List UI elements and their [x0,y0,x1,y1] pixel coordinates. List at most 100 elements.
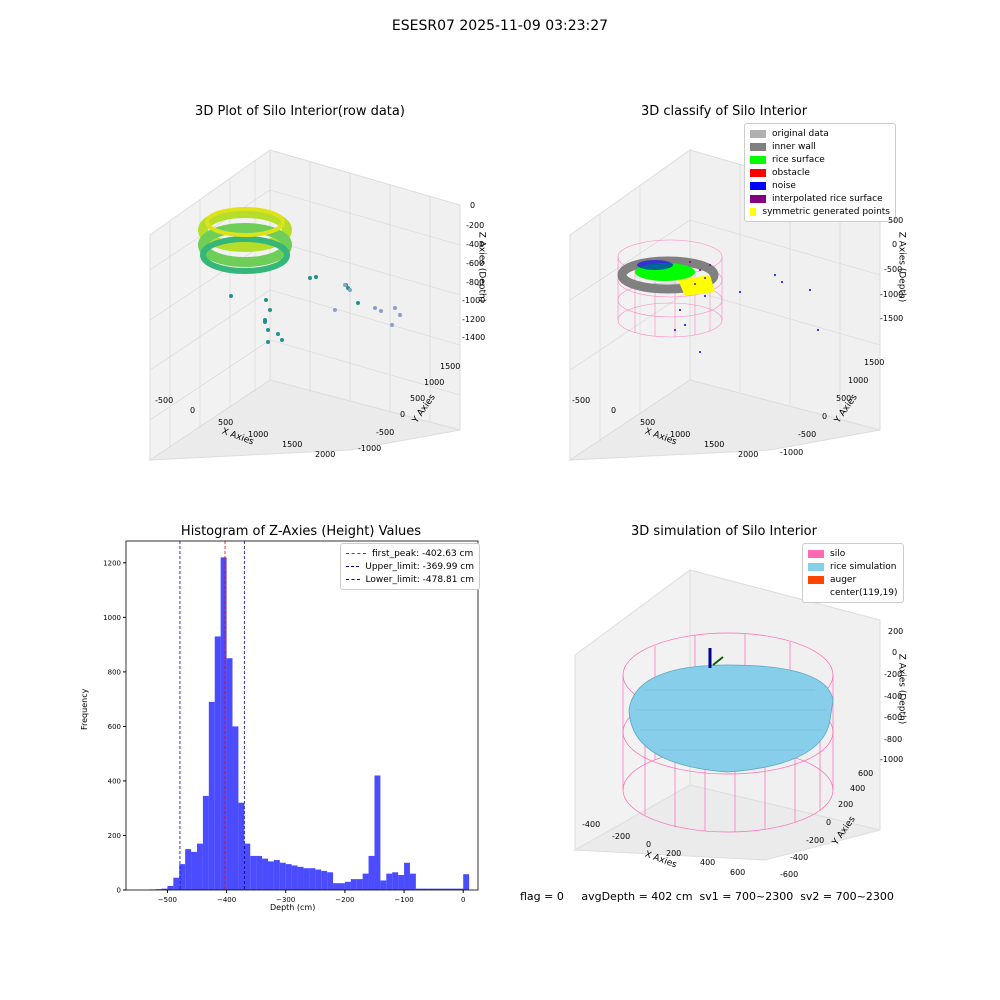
legend-entry: Upper_limit: -369.99 cm [346,560,474,573]
legend-label: auger [830,574,857,585]
panel2-legend: original data inner wall rice surface ob… [744,123,896,222]
legend-entry: first_peak: -402.63 cm [346,547,474,560]
panel4-xtick: 400 [700,858,716,867]
panel2-ytick: 1000 [848,376,869,385]
panel4-ztick: -800 [884,735,903,744]
panel1-ztick: -1200 [462,315,486,324]
histogram-title: Histogram of Z-Axies (Height) Values [180,524,422,539]
x-tick-label: −200 [335,896,354,904]
panel1-ytick: 1000 [424,378,445,387]
panel1-3d-scatter [148,149,461,461]
y-tick-label: 600 [108,723,121,731]
panel4-ytick: -600 [780,870,799,879]
legend-label: interpolated rice surface [772,193,883,204]
legend-swatch [808,588,824,597]
legend-label: silo [830,548,846,559]
histogram-bar [303,868,310,890]
legend-swatch [808,562,824,571]
histogram-bar [327,872,334,890]
legend-swatch [808,549,824,558]
legend-entry: symmetric generated points [750,205,890,218]
panel1-ztick: -600 [466,259,485,268]
panel1-xtick: 1000 [248,430,269,439]
histogram-bar [463,874,470,890]
histogram-bar [451,888,458,890]
panel2-ztick: -1000 [880,290,904,299]
panel1-ytick: -500 [376,428,395,437]
histogram-bar [344,881,351,890]
panel1-title: 3D Plot of Silo Interior(row data) [195,104,405,119]
legend-line [346,579,360,580]
histogram-bar [256,855,263,890]
legend-swatch [750,142,766,151]
panel1-ytick: 1500 [440,362,461,371]
panel1-ztick: -200 [466,221,485,230]
histogram-bar [398,875,405,890]
panel4-ytick: 400 [850,784,866,793]
histogram-bar [404,862,410,890]
legend-entry: auger [808,573,898,586]
legend-label: rice surface [772,154,825,165]
panel1-xtick: 1500 [282,440,303,449]
panel1-ztick: 0 [470,201,476,210]
histogram-bar [380,880,387,890]
panel4-legend: silo rice simulation auger center(119,19… [802,543,904,603]
panel2-ytick: -1000 [780,448,804,457]
legend-swatch [750,155,766,164]
histogram-bar [267,861,274,890]
panel2-ytick: 500 [836,394,852,403]
histogram-bar [415,888,422,890]
panel1-xtick: 500 [218,418,234,427]
histogram-bar [220,557,227,890]
panel1-xtick: 2000 [315,450,336,459]
panel4-zlabel: Z Axies (Depth) [896,653,907,725]
panel4-ztick: -600 [884,713,903,722]
histogram-bar [368,855,375,890]
histogram-bar [356,879,363,890]
panel1-ztick: -800 [466,278,485,287]
legend-label: first_peak: -402.63 cm [372,548,474,559]
legend-label: original data [772,128,829,139]
legend-swatch [750,129,766,138]
status-footer: flag = 0 avgDepth = 402 cm sv1 = 700~230… [520,890,894,903]
legend-label: Upper_limit: -369.99 cm [365,561,474,572]
legend-line [346,553,366,554]
legend-label: inner wall [772,141,816,152]
histogram-bar [273,860,280,890]
legend-entry: inner wall [750,140,890,153]
x-tick-label: 0 [461,896,465,904]
legend-entry: silo [808,547,898,560]
legend-swatch [808,575,824,584]
histogram-ylabel: Frequency [80,688,89,730]
histogram-bar [421,888,428,890]
legend-label: symmetric generated points [762,206,890,217]
panel1-ztick: -1400 [462,333,486,342]
panel2-xtick: 1500 [704,440,725,449]
panel1-xtick: -500 [155,396,174,405]
legend-entry: Lower_limit: -478.81 cm [346,573,474,586]
legend-swatch [750,207,757,216]
histogram-bar [409,873,416,890]
y-tick-label: 400 [108,777,121,785]
legend-swatch [750,168,766,177]
histogram-bar [338,883,345,890]
legend-label: obstacle [772,167,810,178]
histogram-legend: first_peak: -402.63 cm Upper_limit: -369… [340,543,480,590]
x-tick-label: −400 [217,896,236,904]
panel2-xtick: 1000 [670,430,691,439]
histogram-bar [226,658,233,890]
histogram-bar [238,802,245,890]
legend-label: noise [772,180,796,191]
legend-line [346,566,360,567]
histogram-bar [309,868,316,890]
panel4-ztick: 200 [888,627,904,636]
panel4-ytick: -400 [790,853,809,862]
panel2-xtick: 500 [640,418,656,427]
panel4-3d-simulation [573,569,881,861]
panel4-ztick: -1000 [880,755,904,764]
histogram-bar [173,877,180,890]
y-tick-label: 1200 [103,559,121,567]
histogram-bar [285,864,292,890]
y-tick-label: 800 [108,668,121,676]
histogram-bar [445,888,452,890]
